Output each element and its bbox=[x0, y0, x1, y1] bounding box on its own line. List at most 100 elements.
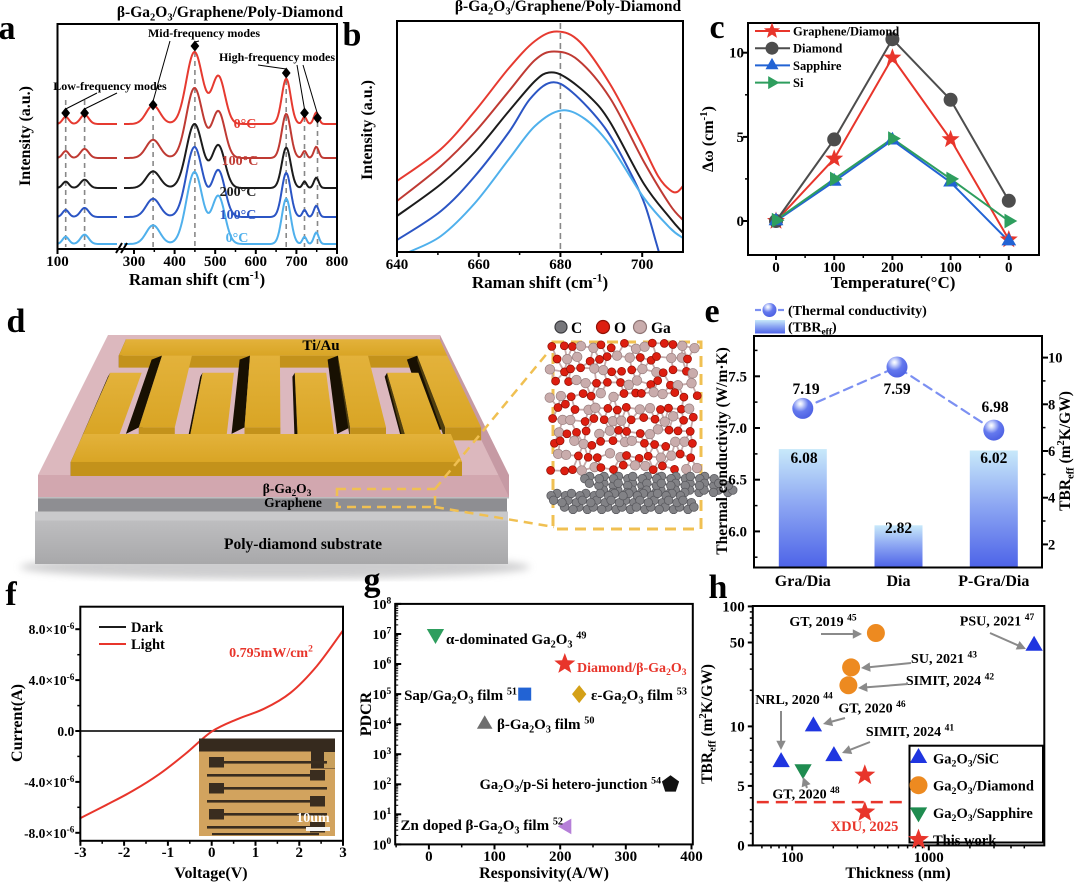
svg-text:Intensity (a.u.): Intensity (a.u.) bbox=[17, 86, 34, 186]
svg-text:6.5: 6.5 bbox=[728, 473, 747, 489]
svg-text:100: 100 bbox=[781, 850, 804, 866]
svg-text:Ga2​O3​/Sapphire: Ga2​O3​/Sapphire bbox=[933, 806, 1033, 824]
svg-text:High-frequency modes: High-frequency modes bbox=[219, 50, 335, 64]
svg-text:800: 800 bbox=[326, 254, 349, 270]
svg-text:0: 0 bbox=[737, 838, 745, 854]
svg-text:PSU, 2021 47​: PSU, 2021 47​ bbox=[960, 613, 1035, 629]
svg-text:P-Gra/Dia: P-Gra/Dia bbox=[958, 573, 1029, 590]
svg-text:8.0×10-6​: 8.0×10-6​ bbox=[29, 621, 75, 637]
svg-text:Graphene/Diamond: Graphene/Diamond bbox=[793, 25, 899, 39]
svg-text:β-Ga2​O3​: β-Ga2​O3​ bbox=[263, 481, 312, 498]
svg-text:Thermal conductivity (W/m·K): Thermal conductivity (W/m·K) bbox=[714, 347, 731, 555]
svg-text:O: O bbox=[614, 320, 626, 337]
svg-text:700: 700 bbox=[285, 254, 308, 270]
svg-text:Responsivity(A/W): Responsivity(A/W) bbox=[479, 865, 609, 882]
svg-text:a: a bbox=[0, 10, 16, 47]
svg-text:h: h bbox=[709, 569, 728, 606]
svg-text:7.59: 7.59 bbox=[883, 381, 910, 398]
svg-text:Raman shift (cm-1​): Raman shift (cm-1​) bbox=[129, 269, 265, 290]
svg-text:c: c bbox=[709, 9, 724, 46]
svg-text:6: 6 bbox=[1048, 444, 1055, 460]
svg-text:4.0×10-6​: 4.0×10-6​ bbox=[29, 672, 75, 688]
svg-text:TBReff​ (m2​K/GW): TBReff​ (m2​K/GW) bbox=[1056, 391, 1076, 511]
svg-text:108​: 108​ bbox=[372, 597, 391, 613]
svg-text:2.82: 2.82 bbox=[885, 520, 912, 537]
svg-text:0°C: 0°C bbox=[234, 117, 257, 132]
svg-text:101​: 101​ bbox=[372, 807, 391, 823]
svg-text:Δω (cm-1​): Δω (cm-1​) bbox=[698, 106, 717, 172]
svg-text:104​: 104​ bbox=[372, 717, 391, 733]
svg-text:C: C bbox=[571, 320, 582, 337]
svg-text:SIMIT, 2024 42​: SIMIT, 2024 42​ bbox=[906, 673, 994, 689]
svg-text:α-dominated Ga2​O3​ 49​: α-dominated Ga2​O3​ 49​ bbox=[446, 630, 586, 650]
svg-text:NRL, 2020 44​: NRL, 2020 44​ bbox=[755, 692, 833, 708]
svg-text:200: 200 bbox=[549, 849, 572, 865]
svg-text:680: 680 bbox=[549, 257, 572, 273]
svg-text:100​: 100​ bbox=[372, 837, 391, 853]
svg-text:100: 100 bbox=[722, 599, 745, 615]
svg-text:100: 100 bbox=[483, 849, 506, 865]
svg-text:10: 10 bbox=[1048, 351, 1063, 367]
svg-text:-1: -1 bbox=[162, 845, 175, 861]
svg-text:100°C: 100°C bbox=[220, 208, 257, 223]
svg-text:Si: Si bbox=[793, 76, 804, 90]
svg-text:(Thermal conductivity): (Thermal conductivity) bbox=[788, 304, 927, 319]
svg-text:Sapphire: Sapphire bbox=[793, 59, 842, 73]
svg-text:0°C: 0°C bbox=[226, 231, 249, 246]
svg-text:0.0: 0.0 bbox=[57, 724, 74, 739]
svg-text:10um: 10um bbox=[296, 811, 330, 826]
svg-text:f: f bbox=[5, 576, 17, 613]
svg-text:300: 300 bbox=[123, 254, 146, 270]
svg-text:ε-Ga2​O3​ film 53​: ε-Ga2​O3​ film 53​ bbox=[591, 686, 687, 706]
svg-text:6.08: 6.08 bbox=[790, 450, 817, 467]
svg-text:Ga: Ga bbox=[651, 320, 671, 337]
svg-text:7.19: 7.19 bbox=[792, 381, 819, 398]
svg-text:6.0: 6.0 bbox=[728, 524, 747, 540]
svg-text:0: 0 bbox=[1005, 260, 1013, 276]
svg-text:Voltage(V): Voltage(V) bbox=[174, 865, 247, 882]
svg-text:-4.0×10-6​: -4.0×10-6​ bbox=[24, 774, 75, 790]
svg-text:103​: 103​ bbox=[372, 747, 391, 763]
svg-text:2: 2 bbox=[1048, 537, 1055, 553]
svg-text:-8.0×10-6​: -8.0×10-6​ bbox=[24, 825, 75, 841]
svg-text:700: 700 bbox=[631, 257, 654, 273]
svg-text:SU, 2021 43​: SU, 2021 43​ bbox=[911, 651, 977, 667]
svg-text:6.02: 6.02 bbox=[980, 450, 1007, 467]
svg-text:-3: -3 bbox=[74, 845, 87, 861]
svg-text:1000: 1000 bbox=[914, 850, 944, 866]
svg-text:102​: 102​ bbox=[372, 777, 391, 793]
svg-text:TBReff​ (m2​K/GW): TBReff​ (m2​K/GW) bbox=[698, 664, 718, 784]
svg-text:200: 200 bbox=[881, 260, 904, 276]
svg-text:e: e bbox=[704, 293, 719, 330]
svg-text:Poly-diamond substrate: Poly-diamond substrate bbox=[224, 536, 382, 553]
svg-text:5: 5 bbox=[737, 130, 745, 146]
svg-text:Light: Light bbox=[131, 637, 165, 653]
svg-text:7.5: 7.5 bbox=[728, 369, 747, 385]
svg-text:10: 10 bbox=[729, 46, 744, 62]
svg-text:Intensity (a.u.): Intensity (a.u.) bbox=[359, 80, 376, 180]
svg-text:GT, 2020 46​: GT, 2020 46​ bbox=[838, 700, 905, 716]
svg-text:7.0: 7.0 bbox=[728, 421, 747, 437]
svg-text:0: 0 bbox=[737, 214, 745, 230]
svg-text:(TBReff​): (TBReff​) bbox=[788, 321, 837, 338]
svg-text:XDU, 2025: XDU, 2025 bbox=[831, 819, 899, 835]
svg-text:Diamond/β-Ga2​O3​: Diamond/β-Ga2​O3​ bbox=[577, 661, 687, 678]
svg-text:107​: 107​ bbox=[372, 627, 391, 643]
svg-text:3: 3 bbox=[339, 845, 347, 861]
svg-text:400: 400 bbox=[680, 849, 703, 865]
svg-text:10: 10 bbox=[730, 719, 745, 735]
svg-text:Temperature(°C): Temperature(°C) bbox=[831, 273, 956, 292]
svg-text:Current(A): Current(A) bbox=[9, 684, 26, 762]
svg-text:Gra/Dia: Gra/Dia bbox=[775, 573, 831, 590]
svg-text:Sap/Ga2​O3​ film 51​: Sap/Ga2​O3​ film 51​ bbox=[404, 686, 517, 706]
svg-text:Ga2​O3​/Diamond: Ga2​O3​/Diamond bbox=[933, 779, 1034, 797]
svg-text:β-Ga2​O3​/Graphene/Poly-Diamon: β-Ga2​O3​/Graphene/Poly-Diamond bbox=[117, 4, 344, 23]
svg-text:1: 1 bbox=[252, 845, 260, 861]
svg-text:500: 500 bbox=[204, 254, 227, 270]
svg-text:640: 640 bbox=[386, 257, 409, 273]
svg-text:660: 660 bbox=[467, 257, 490, 273]
svg-text:Low-frequency modes: Low-frequency modes bbox=[53, 79, 167, 93]
svg-text:0: 0 bbox=[208, 845, 216, 861]
svg-text:g: g bbox=[364, 562, 381, 599]
svg-text:100: 100 bbox=[939, 260, 962, 276]
